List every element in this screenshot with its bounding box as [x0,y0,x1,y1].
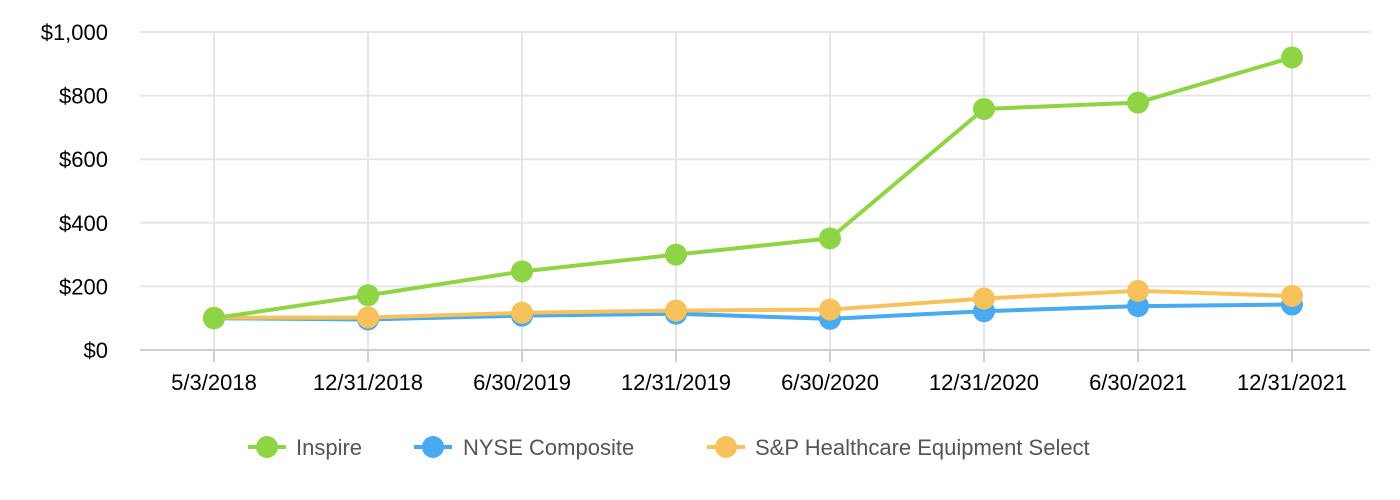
series-layer [203,46,1303,331]
y-tick-label: $600 [59,147,108,172]
data-point [819,227,841,250]
data-point [1281,284,1303,307]
data-point [203,307,225,330]
data-point [1127,279,1149,302]
axis-layer: $0 $200 $400 $600 $800 $1,000 5/3/2018 12/31/20… [41,20,1370,395]
legend-swatch-marker [256,436,278,458]
y-tick-label: $1,000 [41,20,108,45]
y-tick-label: $400 [59,211,108,236]
x-tick-label: 5/3/2018 [171,370,257,395]
data-point [357,306,379,329]
data-point [973,287,995,310]
x-tick-label: 6/30/2021 [1089,370,1187,395]
legend-label: S&P Healthcare Equipment Select [755,435,1090,460]
data-point [665,243,687,266]
data-point [357,284,379,307]
x-tick-label: 12/31/2018 [313,370,423,395]
legend-swatch-marker [422,436,444,458]
y-tick-label: $200 [59,274,108,299]
data-point [511,260,533,283]
y-tick-label: $800 [59,84,108,109]
data-point [1127,91,1149,114]
data-point [819,298,841,321]
legend-label: Inspire [296,435,362,460]
x-tick-label: 12/31/2021 [1237,370,1347,395]
x-tick-label: 6/30/2019 [473,370,571,395]
y-tick-label: $0 [84,338,108,363]
data-point [1127,295,1149,318]
series-line-inspire [213,55,1293,321]
data-point [665,299,687,322]
x-tick-label: 12/31/2020 [929,370,1039,395]
legend-label: NYSE Composite [463,435,634,460]
x-tick-label: 12/31/2019 [621,370,731,395]
legend-swatch-marker [715,436,737,458]
legend: Inspire NYSE Composite S&P Healthcare Equi… [248,435,1090,460]
series-line-s-p-healthcare-equipment-select [214,288,1293,320]
data-point [1281,46,1303,69]
data-point [511,301,533,324]
x-tick-label: 6/30/2020 [781,370,879,395]
data-point [973,97,995,120]
series-line-nyse-composite [213,302,1293,322]
